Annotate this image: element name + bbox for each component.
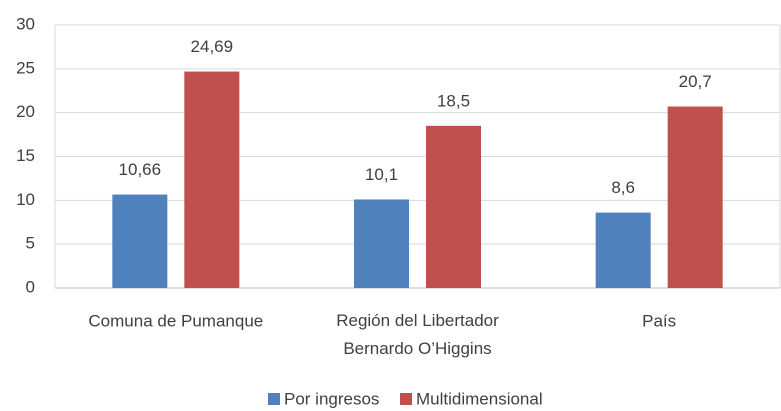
bar (112, 194, 168, 288)
data-label: 24,69 (191, 37, 234, 56)
bar (667, 106, 723, 288)
data-label: 8,6 (611, 178, 635, 197)
x-tick-label: Comuna de Pumanque (88, 311, 263, 330)
y-tick-label: 10 (16, 190, 35, 209)
y-tick-label: 0 (26, 277, 35, 296)
data-label: 10,66 (119, 160, 162, 179)
bar (184, 71, 240, 289)
bar (595, 212, 651, 288)
y-tick-label: 20 (16, 102, 35, 121)
data-label: 20,7 (679, 72, 712, 91)
bar (354, 199, 409, 288)
legend-swatch (268, 393, 280, 405)
y-tick-label: 25 (16, 58, 35, 77)
bar (426, 125, 481, 288)
x-tick-label: Región del Libertador Bernardo O’Higgins (336, 311, 499, 358)
data-label: 10,1 (365, 165, 398, 184)
legend-label: Multidimensional (416, 389, 543, 408)
legend-swatch (400, 393, 412, 405)
y-tick-label: 5 (26, 234, 35, 253)
y-tick-label: 30 (16, 14, 35, 33)
y-tick-label: 15 (16, 146, 35, 165)
x-tick-label: País (642, 311, 676, 330)
legend-label: Por ingresos (284, 389, 379, 408)
data-label: 18,5 (437, 91, 470, 110)
